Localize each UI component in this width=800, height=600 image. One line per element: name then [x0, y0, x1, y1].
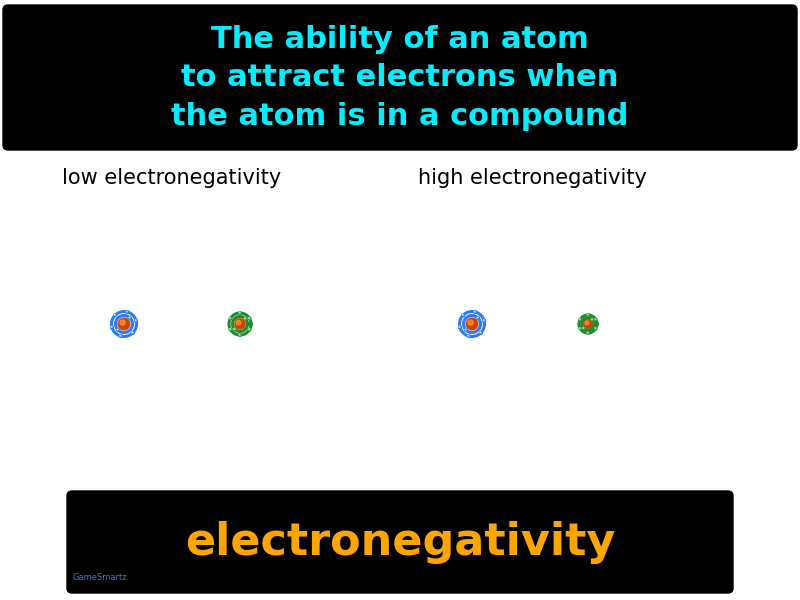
Circle shape	[465, 329, 467, 331]
Circle shape	[591, 319, 593, 320]
Circle shape	[579, 319, 582, 320]
Circle shape	[249, 317, 250, 319]
Circle shape	[462, 314, 463, 315]
Circle shape	[230, 328, 232, 331]
Circle shape	[587, 314, 589, 316]
Circle shape	[245, 318, 246, 319]
Text: The ability of an atom
to attract electrons when
the atom is in a compound: The ability of an atom to attract electr…	[171, 25, 629, 131]
Circle shape	[582, 327, 585, 329]
FancyBboxPatch shape	[67, 491, 733, 593]
Circle shape	[595, 319, 596, 320]
Circle shape	[483, 320, 484, 321]
Circle shape	[135, 320, 136, 321]
Circle shape	[474, 311, 475, 312]
Circle shape	[235, 319, 245, 329]
Circle shape	[126, 311, 127, 312]
Circle shape	[230, 317, 232, 320]
Text: low electronegativity: low electronegativity	[62, 168, 282, 188]
Circle shape	[594, 319, 597, 320]
Circle shape	[466, 318, 478, 330]
Circle shape	[468, 320, 473, 325]
Circle shape	[587, 332, 588, 333]
FancyBboxPatch shape	[3, 5, 797, 150]
Text: GameSmartz: GameSmartz	[73, 574, 127, 583]
Circle shape	[587, 314, 588, 315]
Circle shape	[119, 335, 122, 337]
Circle shape	[120, 320, 125, 325]
Circle shape	[248, 317, 250, 320]
Circle shape	[117, 329, 119, 331]
Circle shape	[237, 320, 241, 325]
Circle shape	[458, 326, 462, 329]
Circle shape	[591, 319, 594, 321]
Circle shape	[248, 328, 250, 331]
Circle shape	[114, 314, 117, 317]
Circle shape	[480, 332, 481, 333]
Circle shape	[479, 331, 482, 334]
Circle shape	[234, 328, 236, 331]
Circle shape	[579, 328, 580, 329]
Circle shape	[134, 319, 138, 322]
Circle shape	[129, 317, 131, 319]
Circle shape	[462, 314, 465, 317]
Circle shape	[244, 317, 246, 320]
Circle shape	[584, 320, 592, 328]
Circle shape	[239, 312, 240, 313]
Circle shape	[477, 317, 478, 318]
Circle shape	[234, 328, 235, 329]
Circle shape	[131, 331, 134, 334]
Circle shape	[587, 332, 589, 334]
Text: high electronegativity: high electronegativity	[418, 168, 646, 188]
Circle shape	[474, 311, 477, 313]
Circle shape	[477, 317, 479, 319]
Circle shape	[467, 335, 470, 337]
Circle shape	[579, 319, 580, 320]
Circle shape	[238, 334, 242, 336]
Circle shape	[120, 335, 121, 336]
Circle shape	[585, 321, 589, 325]
Circle shape	[126, 311, 129, 313]
Circle shape	[238, 312, 242, 314]
Circle shape	[118, 318, 130, 330]
Circle shape	[594, 328, 597, 329]
Circle shape	[114, 314, 115, 315]
Circle shape	[482, 319, 486, 322]
Circle shape	[111, 326, 112, 328]
Circle shape	[465, 329, 466, 330]
Circle shape	[468, 335, 469, 336]
Circle shape	[129, 317, 130, 318]
Circle shape	[110, 326, 114, 329]
Circle shape	[579, 328, 582, 329]
Circle shape	[132, 332, 133, 333]
Circle shape	[239, 334, 240, 335]
Circle shape	[459, 326, 460, 328]
Circle shape	[117, 329, 118, 330]
Text: electronegativity: electronegativity	[185, 520, 615, 563]
Circle shape	[595, 328, 596, 329]
